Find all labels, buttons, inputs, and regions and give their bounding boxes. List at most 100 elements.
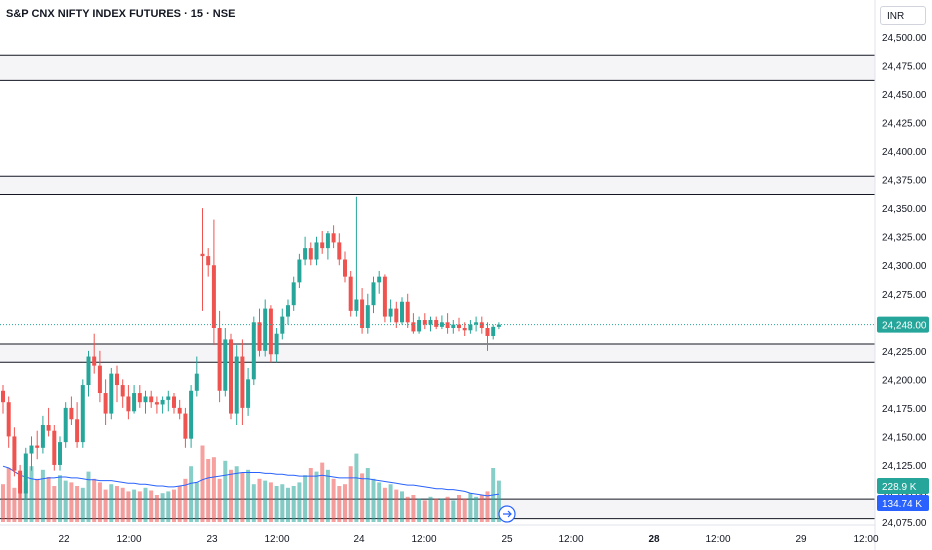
candle <box>69 396 74 425</box>
volume-bar <box>189 466 194 522</box>
candle-body <box>63 407 68 443</box>
candle <box>137 385 142 408</box>
volume-bar <box>211 457 216 522</box>
volume-bar <box>462 498 467 522</box>
volume-bar <box>109 484 114 522</box>
candle <box>75 402 80 448</box>
volume-bar <box>280 484 285 522</box>
candle-body <box>246 379 251 408</box>
candle <box>234 345 239 425</box>
volume-bar <box>6 468 11 522</box>
volume-bar <box>496 480 501 522</box>
candle-body <box>434 320 439 327</box>
candle <box>360 288 365 334</box>
candle-body <box>405 301 410 323</box>
candle-body <box>291 282 296 306</box>
candle <box>166 390 171 412</box>
candle-body <box>240 356 245 408</box>
volume-bar <box>422 500 427 522</box>
currency-selector[interactable]: INR <box>880 6 926 25</box>
volume-bar <box>371 478 376 522</box>
candle-body <box>428 320 433 325</box>
candle-body <box>354 299 359 311</box>
candle <box>194 356 199 397</box>
candle-body <box>189 390 194 439</box>
volume-bar <box>29 466 34 522</box>
candle <box>58 436 62 471</box>
candle <box>154 396 159 414</box>
candle <box>183 407 188 448</box>
time-tick-label: 12:00 <box>853 534 878 545</box>
candle <box>320 231 325 254</box>
time-axis: 22 12:00 23 12:00 24 12:00 25 12:00 28 12:00 29 12:… <box>58 534 879 545</box>
volume-bar <box>377 482 382 522</box>
candle-body <box>183 413 188 439</box>
candle <box>303 236 308 266</box>
candle-body <box>331 233 336 243</box>
candle <box>172 393 176 414</box>
volume-bar <box>286 487 290 522</box>
candle <box>109 367 114 420</box>
volume-bar <box>75 486 80 522</box>
candle-body <box>314 242 319 260</box>
candle <box>417 316 422 334</box>
candle-body <box>280 316 285 334</box>
candle <box>257 308 262 357</box>
candle <box>485 322 490 351</box>
candle <box>263 299 268 357</box>
candle-body <box>394 308 399 323</box>
candle <box>80 379 85 448</box>
volume-bar <box>343 484 347 522</box>
candle <box>177 399 182 420</box>
volume-bar <box>160 493 165 522</box>
volume-bar <box>120 487 125 522</box>
volume-bar <box>143 487 148 522</box>
candle-body <box>52 430 57 465</box>
candle-body <box>194 373 199 391</box>
candle-body <box>411 322 416 332</box>
candle <box>308 242 313 266</box>
volume-bar <box>394 489 399 522</box>
time-tick-label: 25 <box>501 534 513 545</box>
candle-body <box>451 324 456 328</box>
time-tick-label: 12:00 <box>558 534 583 545</box>
supply-demand-zones <box>0 54 875 520</box>
volume-bar <box>206 459 211 522</box>
candle-body <box>263 308 268 351</box>
candle-body <box>23 453 28 494</box>
volume-bar <box>103 489 108 522</box>
time-tick-label: 28 <box>648 534 660 545</box>
candle <box>211 219 216 346</box>
volume-bar <box>291 486 296 522</box>
volume-ma-tag: 134.74 K <box>877 495 929 511</box>
candle-body <box>143 396 148 403</box>
last-price-tag: 24,248.00 <box>877 316 929 333</box>
candle <box>422 313 427 330</box>
candle <box>1 385 5 414</box>
candle <box>23 447 28 500</box>
candle-body <box>166 396 171 400</box>
goto-realtime-icon[interactable] <box>498 505 516 523</box>
volume-bar <box>46 477 51 522</box>
price-tick-label: 24,150.00 <box>882 432 927 443</box>
time-tick-label: 12:00 <box>705 534 730 545</box>
volume-bar <box>80 487 85 522</box>
candle <box>496 322 501 330</box>
candle-body <box>18 470 23 494</box>
candle-body <box>97 365 102 394</box>
candle <box>103 379 108 425</box>
candle-body <box>86 356 91 386</box>
candle-body <box>388 308 393 317</box>
candle <box>382 274 387 323</box>
candle <box>286 299 290 325</box>
candle <box>343 251 347 283</box>
candle <box>451 320 456 334</box>
svg-text:228.9 K: 228.9 K <box>882 482 917 493</box>
candle-body <box>69 407 74 420</box>
zone-0 <box>0 55 875 81</box>
volume-bar <box>137 491 142 522</box>
symbol-title[interactable]: S&P CNX NIFTY INDEX FUTURES · 15 · NSE <box>6 8 236 20</box>
volume-bar <box>154 495 159 522</box>
volume-bar <box>479 495 484 522</box>
